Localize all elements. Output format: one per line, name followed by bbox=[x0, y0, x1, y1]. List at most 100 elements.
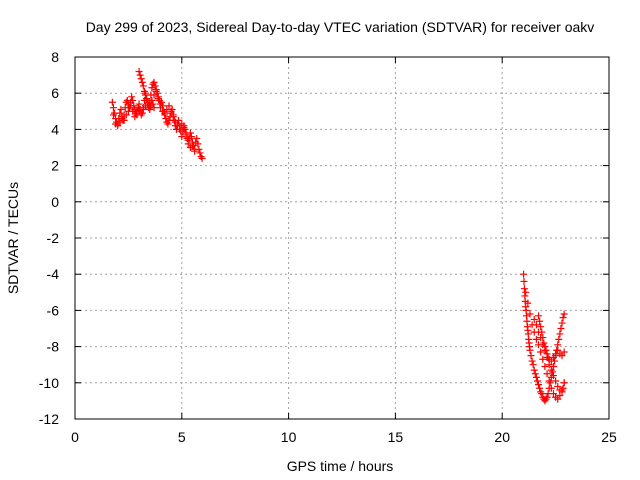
data-point bbox=[532, 335, 540, 343]
data-point bbox=[548, 368, 556, 376]
data-point bbox=[135, 67, 143, 75]
data-point bbox=[188, 142, 196, 150]
y-tick-label: -2 bbox=[47, 230, 60, 246]
data-point bbox=[127, 102, 135, 110]
data-point bbox=[549, 372, 557, 380]
data-point bbox=[549, 353, 557, 361]
data-point bbox=[524, 299, 532, 307]
data-point bbox=[557, 325, 565, 332]
series-2 bbox=[520, 270, 568, 405]
data-point bbox=[137, 109, 145, 117]
data-point bbox=[150, 91, 158, 99]
data-point bbox=[533, 377, 541, 385]
data-point bbox=[541, 363, 549, 371]
data-point bbox=[161, 109, 169, 117]
data-point bbox=[125, 104, 133, 112]
data-point bbox=[539, 355, 547, 363]
y-tick-label: -6 bbox=[47, 302, 60, 318]
data-point bbox=[120, 116, 128, 124]
data-point bbox=[150, 104, 158, 112]
data-point bbox=[114, 122, 122, 130]
data-point bbox=[560, 379, 568, 387]
data-point bbox=[176, 125, 184, 133]
data-point bbox=[549, 363, 557, 371]
data-point bbox=[167, 107, 175, 115]
data-point bbox=[178, 133, 186, 141]
data-point bbox=[554, 346, 562, 354]
data-point bbox=[538, 390, 546, 398]
grid-layer bbox=[75, 57, 609, 419]
data-point bbox=[146, 105, 154, 113]
data-point bbox=[520, 270, 528, 278]
x-tick-label: 5 bbox=[178, 429, 186, 445]
data-point bbox=[549, 390, 557, 398]
x-tick-label: 10 bbox=[281, 429, 297, 445]
data-point bbox=[547, 384, 555, 392]
data-point bbox=[191, 147, 199, 155]
ticks-layer: 0 5 10 15 20 25 -12 -10 -8 -6 -4 -2 0 2 4 6 8 bbox=[39, 49, 617, 445]
data-point bbox=[543, 350, 551, 358]
data-point bbox=[532, 373, 540, 381]
data-point bbox=[169, 113, 177, 121]
data-point bbox=[163, 105, 171, 113]
data-point bbox=[530, 366, 538, 374]
data-point bbox=[559, 384, 567, 392]
data-point bbox=[539, 334, 547, 342]
data-point bbox=[139, 82, 147, 90]
data-point bbox=[547, 357, 555, 365]
data-point bbox=[187, 133, 195, 141]
data-point bbox=[165, 102, 173, 110]
data-point bbox=[536, 384, 544, 392]
data-point bbox=[109, 104, 117, 112]
x-tick-label: 0 bbox=[71, 429, 79, 445]
data-point bbox=[133, 111, 141, 119]
data-point bbox=[178, 120, 186, 128]
y-axis-label: SDTVAR / TECUs bbox=[5, 182, 21, 294]
data-point bbox=[150, 78, 158, 86]
data-point bbox=[143, 95, 151, 103]
data-point bbox=[552, 377, 560, 385]
data-point bbox=[560, 348, 568, 356]
series-1 bbox=[108, 67, 206, 162]
data-point bbox=[194, 140, 202, 148]
data-point bbox=[140, 87, 148, 95]
data-point bbox=[560, 310, 568, 318]
data-point bbox=[152, 87, 160, 95]
data-point bbox=[526, 346, 534, 354]
data-point bbox=[171, 118, 179, 126]
y-tick-label: 0 bbox=[51, 194, 59, 210]
data-point bbox=[556, 330, 564, 338]
data-point bbox=[175, 116, 183, 124]
data-point bbox=[109, 111, 117, 119]
y-tick-label: 6 bbox=[51, 85, 59, 101]
data-point bbox=[193, 134, 201, 142]
data-point bbox=[545, 377, 553, 385]
data-point bbox=[535, 312, 543, 320]
data-point bbox=[174, 122, 182, 130]
data-point bbox=[144, 98, 152, 106]
data-point bbox=[541, 343, 549, 351]
y-tick-label: -12 bbox=[39, 411, 59, 427]
data-point bbox=[535, 381, 543, 389]
data-point bbox=[522, 288, 530, 296]
data-point bbox=[529, 361, 537, 369]
data-point bbox=[135, 100, 143, 108]
data-point bbox=[527, 352, 535, 360]
data-point bbox=[137, 75, 145, 83]
data-point bbox=[543, 393, 551, 401]
x-tick-label: 15 bbox=[388, 429, 404, 445]
data-point bbox=[148, 96, 156, 104]
data-point bbox=[138, 78, 146, 86]
data-point bbox=[129, 107, 137, 115]
data-point bbox=[526, 310, 534, 318]
data-point bbox=[182, 129, 190, 137]
data-point bbox=[149, 100, 157, 108]
data-point bbox=[547, 366, 555, 374]
data-point bbox=[128, 93, 136, 101]
x-axis-label: GPS time / hours bbox=[287, 458, 394, 474]
data-point bbox=[554, 395, 562, 403]
data-point bbox=[116, 118, 124, 126]
data-point bbox=[530, 315, 538, 323]
y-tick-label: -8 bbox=[47, 339, 60, 355]
